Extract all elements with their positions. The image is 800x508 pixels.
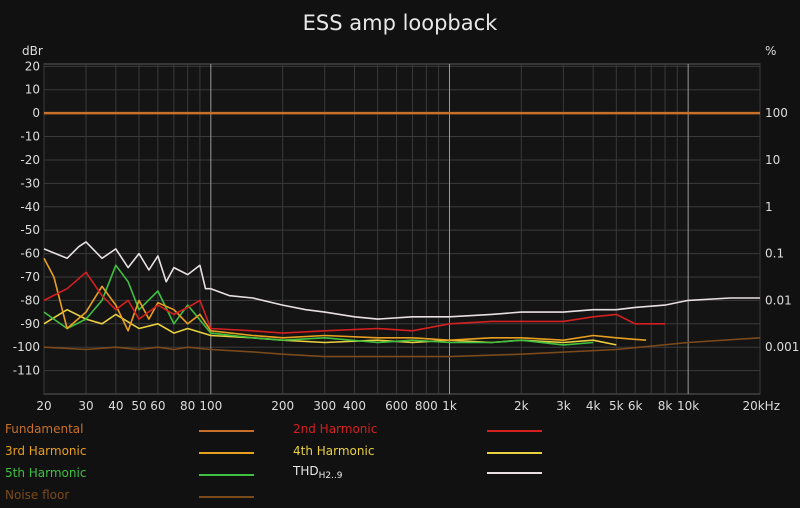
- y-tick-label: -100: [13, 340, 40, 354]
- legend-label: THDH2..9: [293, 464, 343, 481]
- y-right-tick-label: 10: [765, 153, 780, 167]
- y-axis-right: 100 10 1 0.1 0.01 0.001: [765, 106, 799, 354]
- x-tick-label: 600: [385, 399, 408, 413]
- x-tick-label: 30: [78, 399, 93, 413]
- x-tick-label: 6k: [628, 399, 643, 413]
- legend-label-text: 2nd Harmonic: [293, 422, 378, 436]
- legend-swatch: [199, 430, 254, 432]
- x-tick-label: 4k: [586, 399, 601, 413]
- y-tick-label: -20: [20, 153, 40, 167]
- series-line-thd-h2-9: [43, 241, 760, 320]
- y-left-unit: dBr: [22, 44, 43, 58]
- legend-label: 2nd Harmonic: [293, 422, 377, 436]
- y-tick-label: -60: [20, 247, 40, 261]
- legend-label: 4th Harmonic: [293, 444, 374, 458]
- legend-label-text: Noise floor: [5, 488, 70, 502]
- y-tick-label: 20: [25, 59, 40, 73]
- x-tick-label: 40: [108, 399, 123, 413]
- x-axis: 20 30 40 50 60 80 100 200 300 400 600 800 1k 2k 3k 4k 5k…: [36, 399, 780, 413]
- y-right-tick-label: 0.01: [765, 293, 792, 307]
- y-tick-label: -110: [13, 364, 40, 378]
- x-tick-label: 3k: [556, 399, 571, 413]
- x-tick-label: 2k: [514, 399, 529, 413]
- legend-swatch: [487, 472, 542, 474]
- x-tick-label: 5k: [609, 399, 624, 413]
- series-line-5th-harmonic: [43, 264, 594, 346]
- legend-label-text: 4th Harmonic: [293, 444, 375, 458]
- y-right-tick-label: 100: [765, 106, 788, 120]
- x-tick-label: 8k: [658, 399, 673, 413]
- x-tick-label: 100: [199, 399, 222, 413]
- y-axis-left: 20 10 0 -10 -20 -30 -40 -50 -60 -70 -80 -90 -100 -110: [13, 59, 40, 377]
- y-tick-label: -90: [20, 317, 40, 331]
- series-line-3rd-harmonic: [43, 257, 647, 342]
- x-tick-label: 10k: [677, 399, 699, 413]
- chart: ESS amp loopback dBr % 20100-10-20-30-40…: [13, 11, 800, 413]
- legend-swatch: [199, 452, 254, 454]
- legend-label-text: THD: [293, 464, 319, 478]
- legend-label: 3rd Harmonic: [5, 444, 86, 458]
- y-tick-label: -80: [20, 293, 40, 307]
- x-tick-label: 50: [131, 399, 146, 413]
- legend-label: Noise floor: [5, 488, 69, 502]
- chart-title: ESS amp loopback: [303, 11, 499, 35]
- x-tick-label: 20: [36, 399, 51, 413]
- grid: [43, 64, 761, 394]
- y-tick-label: -10: [20, 130, 40, 144]
- series-group: [43, 111, 761, 358]
- series-line-2nd-harmonic: [43, 271, 665, 334]
- y-tick-label: -70: [20, 270, 40, 284]
- legend-swatch: [199, 496, 254, 498]
- y-tick-label: 10: [25, 83, 40, 97]
- x-tick-label: 80: [180, 399, 195, 413]
- series-line-noise-floor: [43, 337, 761, 358]
- legend-label-subscript: H2..9: [318, 471, 343, 481]
- legend-swatch: [199, 474, 254, 476]
- x-tick-label: 1k: [442, 399, 457, 413]
- x-tick-label: 400: [343, 399, 366, 413]
- legend: Fundamental 2nd Harmonic 3rd Harmonic 4th H…: [0, 418, 800, 508]
- y-tick-label: -40: [20, 200, 40, 214]
- legend-label: 5th Harmonic: [5, 466, 86, 480]
- legend-label: Fundamental: [5, 422, 84, 436]
- y-right-tick-label: 1: [765, 200, 773, 214]
- x-tick-label: 800: [415, 399, 438, 413]
- x-tick-label: 60: [150, 399, 165, 413]
- y-right-tick-label: 0.1: [765, 247, 784, 261]
- legend-swatch: [487, 430, 542, 432]
- x-tick-label: 300: [313, 399, 336, 413]
- y-tick-label: 0: [32, 106, 40, 120]
- x-tick-label: 200: [271, 399, 294, 413]
- y-right-unit: %: [765, 44, 776, 58]
- x-tick-label: 20kHz: [742, 399, 780, 413]
- legend-swatch: [487, 452, 542, 454]
- legend-label-text: 5th Harmonic: [5, 466, 87, 480]
- legend-label-text: Fundamental: [5, 422, 84, 436]
- y-tick-label: -30: [20, 176, 40, 190]
- y-right-tick-label: 0.001: [765, 340, 799, 354]
- y-tick-label: -50: [20, 223, 40, 237]
- legend-label-text: 3rd Harmonic: [5, 444, 87, 458]
